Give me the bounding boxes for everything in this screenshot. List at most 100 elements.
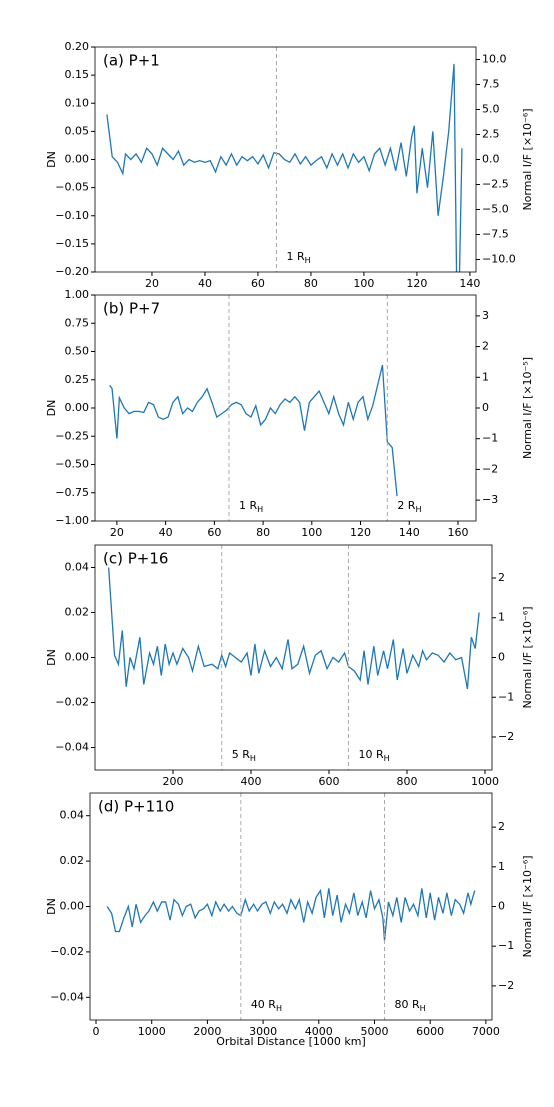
y2-tick-label: 1 — [498, 611, 505, 624]
panel-title: (c) P+16 — [103, 550, 168, 568]
y-tick-label: 0.02 — [65, 606, 90, 619]
y2-axis-label: Normal I/F [×10⁻⁶] — [521, 606, 534, 708]
y2-tick-label: 7.5 — [482, 78, 500, 91]
x-tick-label: 140 — [459, 277, 480, 290]
y2-tick-label: 2 — [498, 571, 505, 584]
x-tick-label: 3000 — [249, 1025, 277, 1038]
y-tick-label: 0.00 — [60, 900, 85, 913]
x-tick-label: 100 — [301, 526, 322, 539]
y-tick-label: 0.75 — [65, 316, 90, 329]
x-tick-label: 40 — [198, 277, 212, 290]
y-tick-label: 0.15 — [65, 68, 90, 81]
y2-tick-label: 1 — [498, 860, 505, 873]
data-line — [106, 888, 476, 941]
y-tick-label: −0.02 — [50, 945, 84, 958]
annotation: 40 RH — [251, 998, 282, 1013]
y-tick-label: 0.04 — [65, 561, 90, 574]
y-tick-label: 0.00 — [65, 401, 90, 414]
annotation-sub: H — [384, 754, 390, 763]
annotation-text: 1 R — [239, 499, 257, 512]
y-tick-label: −0.05 — [55, 181, 89, 194]
x-tick-label: 7000 — [472, 1025, 500, 1038]
y2-tick-label: 1 — [482, 370, 489, 383]
y2-axis-label: Normal I/F [×10⁻⁵] — [521, 357, 534, 459]
x-tick-label: 120 — [406, 277, 427, 290]
y-tick-label: 0.50 — [65, 345, 90, 358]
y-tick-label: −0.04 — [50, 990, 84, 1003]
y2-tick-label: −3 — [482, 493, 498, 506]
x-tick-label: 5000 — [360, 1025, 388, 1038]
annotation-text: 5 R — [232, 748, 250, 761]
y2-tick-label: −5.0 — [482, 203, 509, 216]
y2-tick-label: −2 — [498, 730, 514, 743]
y-tick-label: −0.75 — [55, 486, 89, 499]
y2-tick-label: −10.0 — [482, 253, 516, 266]
annotation-sub: H — [276, 1004, 282, 1013]
annotation-sub: H — [305, 256, 311, 265]
annotation-text: 40 R — [251, 998, 276, 1011]
y2-tick-label: 5.0 — [482, 103, 500, 116]
y-tick-label: −1.00 — [55, 514, 89, 527]
panel: 40 RH 80 RH0 1000 2000 3000 4000 5000 6000 7000−… — [45, 792, 534, 1048]
annotation-sub: H — [420, 1004, 426, 1013]
x-tick-label: 80 — [304, 277, 318, 290]
annotation: 1 RH — [239, 499, 263, 514]
panel-title: (a) P+1 — [103, 52, 160, 70]
plot-frame — [94, 294, 477, 522]
y-axis-label: DN — [45, 151, 58, 168]
y-tick-label: −0.25 — [55, 429, 89, 442]
x-tick-label: 0 — [93, 1025, 100, 1038]
y2-tick-label: −2 — [498, 979, 514, 992]
y-tick-label: −0.15 — [55, 237, 89, 250]
plot-frame — [89, 792, 493, 1021]
annotation-sub: H — [257, 505, 263, 514]
y-tick-label: −0.20 — [55, 265, 89, 278]
annotation: 80 RH — [395, 998, 426, 1013]
annotation-text: 1 R — [286, 250, 304, 263]
x-tick-label: 2000 — [193, 1025, 221, 1038]
y2-tick-label: 2.5 — [482, 128, 500, 141]
x-tick-label: 400 — [240, 775, 261, 788]
y-tick-label: 0.00 — [65, 651, 90, 664]
x-tick-label: 600 — [318, 775, 339, 788]
y-axis-label: DN — [45, 400, 58, 417]
y-tick-label: 0.05 — [65, 124, 90, 137]
panel: 1 RH 20 40 60 80 100 120 140 −0.20 −0.15 −0.10 −0.0… — [45, 40, 534, 290]
y-tick-label: 0.04 — [60, 809, 85, 822]
annotation: 10 RH — [358, 748, 389, 763]
y2-tick-label: 0 — [482, 401, 489, 414]
x-tick-label: 60 — [207, 526, 221, 539]
x-tick-label: 100 — [353, 277, 374, 290]
x-tick-label: 160 — [447, 526, 468, 539]
annotation-text: 2 R — [397, 499, 415, 512]
x-tick-label: 4000 — [305, 1025, 333, 1038]
annotation: 2 RH — [397, 499, 421, 514]
annotation-text: 10 R — [358, 748, 383, 761]
y2-tick-label: 2 — [498, 820, 505, 833]
y2-axis-label: Normal I/F [×10⁻⁶] — [521, 855, 534, 957]
y2-tick-label: −1 — [498, 690, 514, 703]
annotation-sub: H — [415, 505, 421, 514]
x-tick-label: 6000 — [416, 1025, 444, 1038]
y-tick-label: −0.02 — [55, 696, 89, 709]
y-tick-label: 1.00 — [65, 288, 90, 301]
x-tick-label: 60 — [251, 277, 265, 290]
y2-tick-label: −2 — [482, 462, 498, 475]
panel-title: (b) P+7 — [103, 300, 160, 318]
y-tick-label: −0.50 — [55, 458, 89, 471]
x-tick-label: 20 — [110, 526, 124, 539]
y2-tick-label: 3 — [482, 309, 489, 322]
y2-tick-label: 2 — [482, 340, 489, 353]
y2-tick-label: −1 — [498, 939, 514, 952]
y-axis-label: DN — [45, 898, 58, 915]
y2-axis-label: Normal I/F [×10⁻⁶] — [521, 108, 534, 210]
y-axis-label: DN — [45, 649, 58, 666]
x-tick-label: 20 — [145, 277, 159, 290]
y-tick-label: 0.25 — [65, 373, 90, 386]
annotation: 5 RH — [232, 748, 256, 763]
y2-tick-label: −2.5 — [482, 178, 509, 191]
y-tick-label: 0.10 — [65, 96, 90, 109]
x-tick-label: 200 — [162, 775, 183, 788]
y-tick-label: −0.10 — [55, 209, 89, 222]
